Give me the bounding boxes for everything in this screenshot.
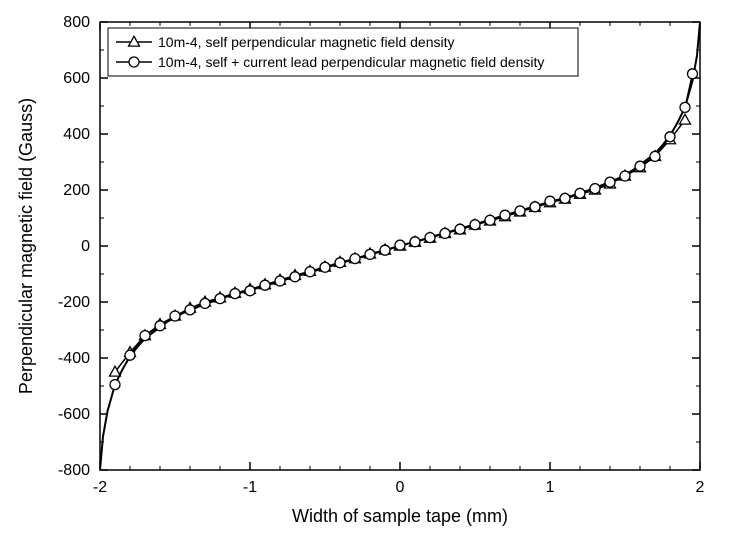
marker-circle	[260, 280, 270, 290]
marker-circle	[155, 321, 165, 331]
x-axis-label: Width of sample tape (mm)	[292, 506, 508, 526]
x-tick-label: 2	[696, 479, 705, 496]
marker-circle	[440, 228, 450, 238]
x-tick-label: -1	[243, 479, 257, 496]
y-tick-label: -400	[58, 350, 90, 367]
marker-circle	[185, 305, 195, 315]
marker-circle	[620, 171, 630, 181]
marker-circle	[665, 132, 675, 142]
y-tick-label: -800	[58, 462, 90, 479]
legend-label: 10m-4, self + current lead perpendicular…	[158, 54, 544, 70]
chart-svg: -2 -1 0 1 2 -800 -600 -400 -200 0 200 400 600 800 Widt…	[0, 0, 736, 549]
x-tick-label: -2	[93, 479, 107, 496]
legend-label: 10m-4, self perpendicular magnetic field…	[158, 34, 455, 50]
marker-circle	[455, 224, 465, 234]
marker-circle	[365, 249, 375, 259]
marker-circle	[635, 161, 645, 171]
marker-circle	[470, 220, 480, 230]
chart-container: -2 -1 0 1 2 -800 -600 -400 -200 0 200 400 600 800 Widt…	[0, 0, 736, 549]
marker-circle	[380, 245, 390, 255]
y-tick-label: -200	[58, 294, 90, 311]
marker-circle	[530, 202, 540, 212]
marker-circle	[688, 69, 698, 79]
marker-circle	[410, 237, 420, 247]
y-tick-label: 400	[63, 126, 90, 143]
y-axis-label: Perpendicular magnetic field (Gauss)	[16, 98, 36, 394]
marker-circle	[170, 311, 180, 321]
marker-circle	[485, 215, 495, 225]
marker-circle	[680, 102, 690, 112]
marker-circle	[275, 276, 285, 286]
marker-circle	[605, 177, 615, 187]
marker-circle	[500, 210, 510, 220]
marker-circle	[425, 233, 435, 243]
marker-circle	[650, 151, 660, 161]
y-tick-label: -600	[58, 406, 90, 423]
x-tick-label: 1	[546, 479, 555, 496]
y-tick-label: 600	[63, 70, 90, 87]
marker-circle	[230, 289, 240, 299]
series-line	[115, 74, 693, 385]
y-tick-label: 200	[63, 182, 90, 199]
y-tick-label: 0	[81, 238, 90, 255]
legend: 10m-4, self perpendicular magnetic field…	[108, 28, 578, 76]
marker-circle	[125, 350, 135, 360]
marker-circle	[395, 240, 405, 250]
marker-circle	[140, 331, 150, 341]
x-tick-label: 0	[396, 479, 405, 496]
marker-circle	[350, 254, 360, 264]
marker-circle	[560, 193, 570, 203]
marker-circle	[320, 262, 330, 272]
plot-group	[100, 22, 700, 470]
marker-circle	[215, 294, 225, 304]
marker-circle	[545, 196, 555, 206]
marker-circle	[129, 57, 139, 67]
y-tick-label: 800	[63, 14, 90, 31]
marker-circle	[335, 258, 345, 268]
marker-circle	[245, 286, 255, 296]
marker-circle	[200, 298, 210, 308]
marker-circle	[110, 380, 120, 390]
marker-circle	[590, 184, 600, 194]
marker-circle	[575, 188, 585, 198]
marker-circle	[305, 267, 315, 277]
marker-circle	[290, 272, 300, 282]
marker-circle	[515, 206, 525, 216]
